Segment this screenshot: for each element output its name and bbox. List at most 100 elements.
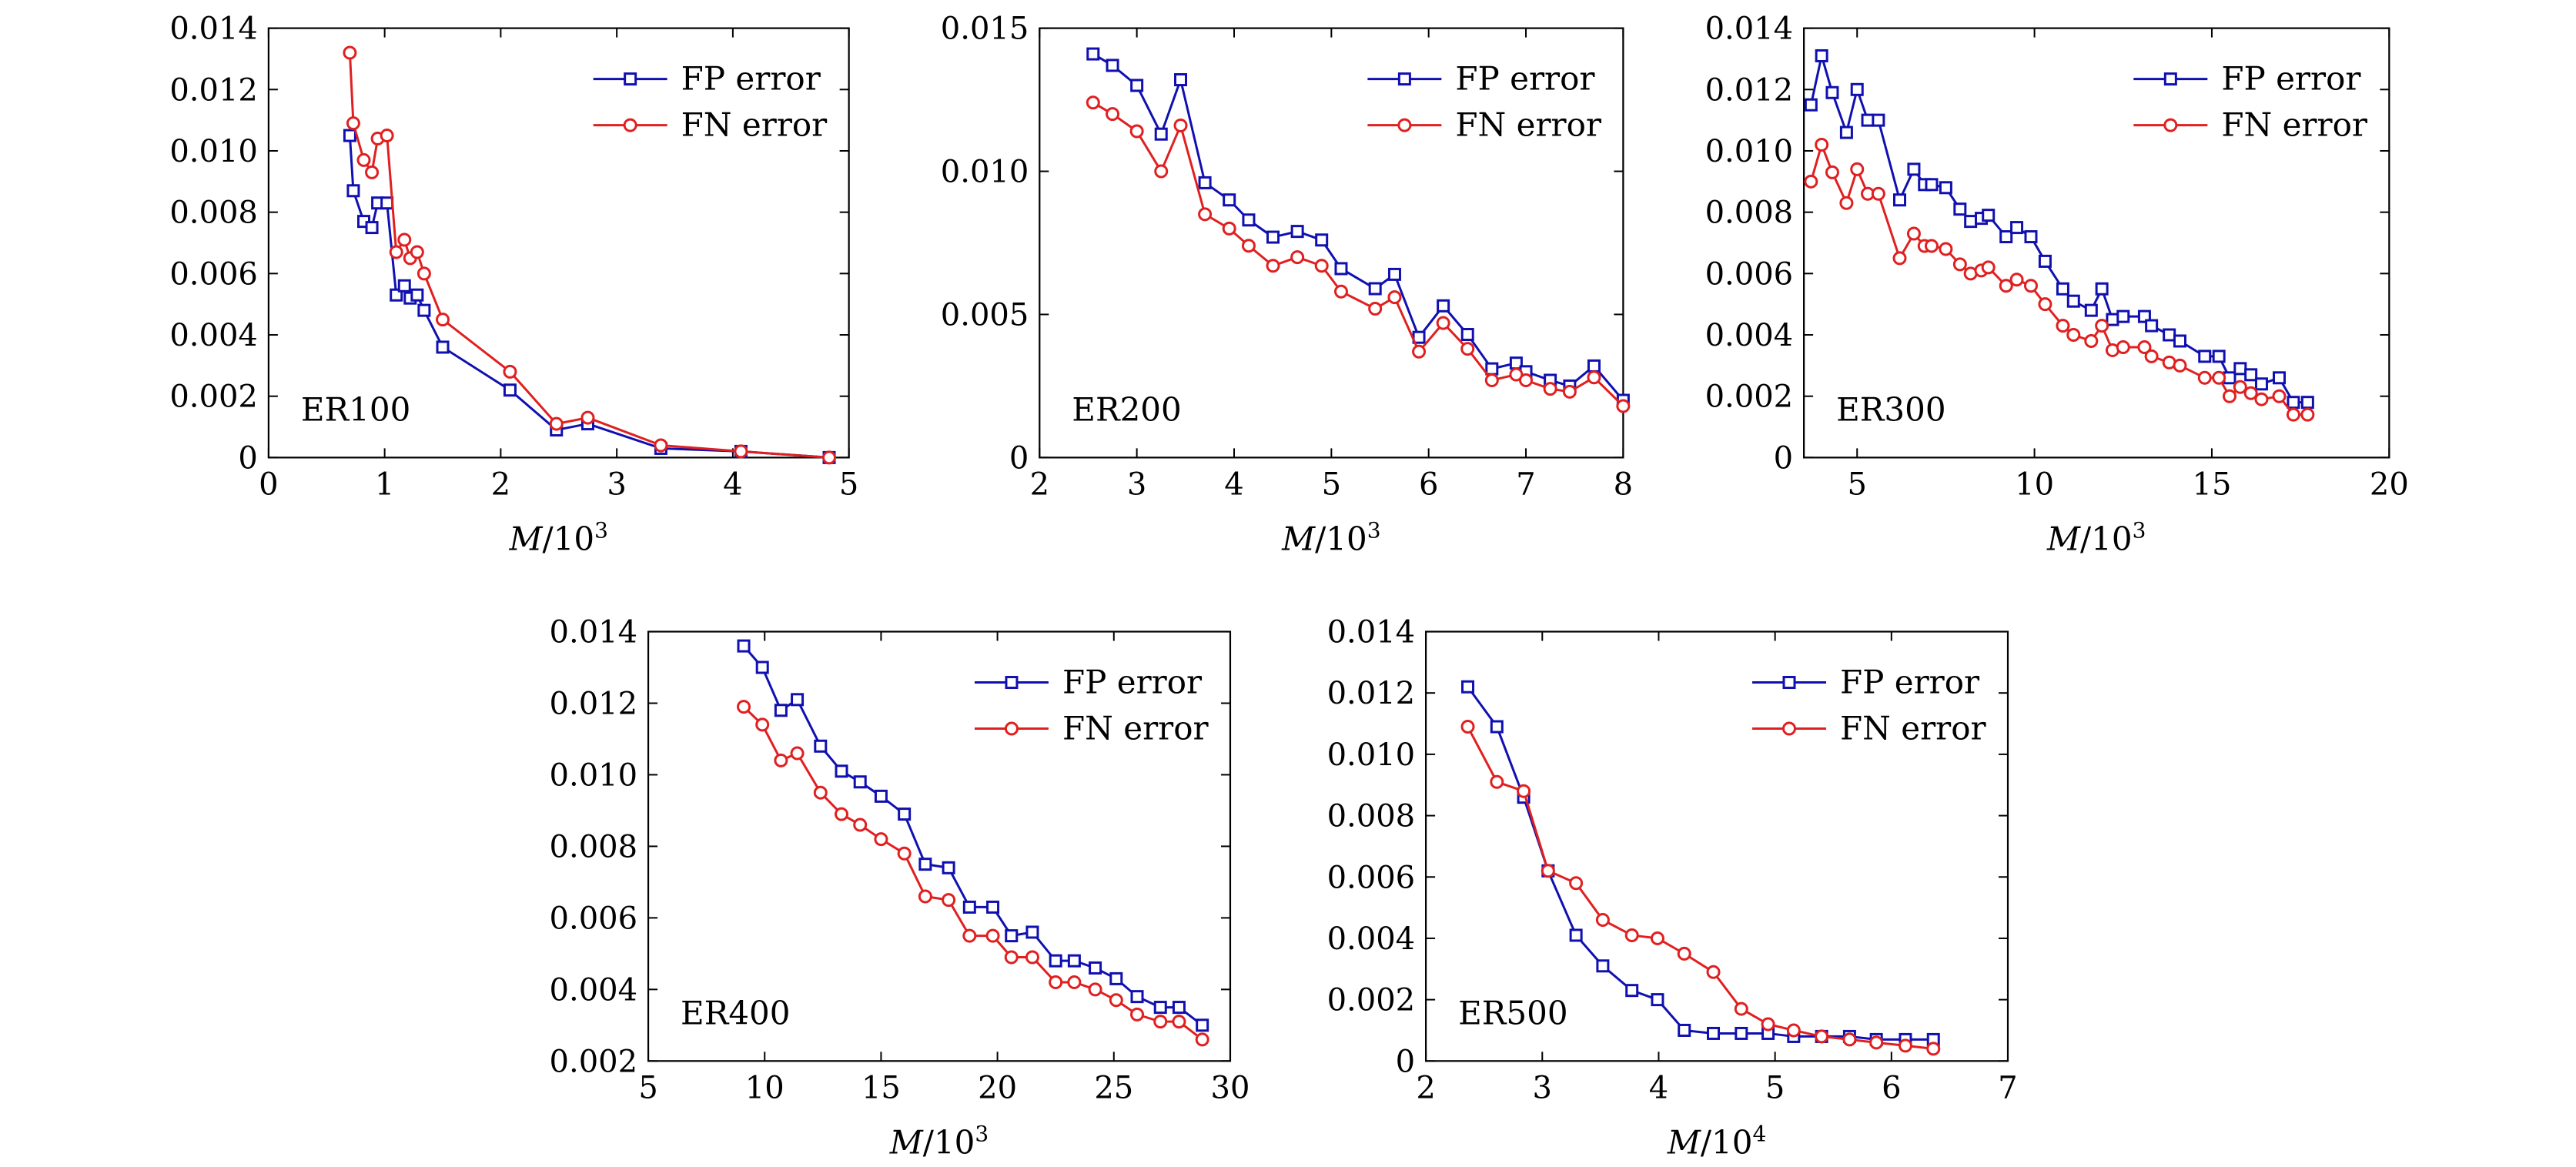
data-point-fn <box>1595 913 1610 928</box>
y-tick-label: 0.008 <box>1705 196 1794 231</box>
data-point-fp <box>503 383 517 397</box>
legend-label: FN error <box>2221 106 2368 144</box>
panel-annotation: ER400 <box>681 994 790 1032</box>
y-tick-label: 0.014 <box>550 615 638 650</box>
data-point-fn <box>1815 138 1829 152</box>
x-tick-label: 30 <box>1211 1070 1250 1105</box>
data-point-fp <box>1334 262 1348 276</box>
data-point-fp <box>417 303 431 317</box>
y-tick-label: 0.004 <box>550 972 638 1008</box>
panel-annotation: ER100 <box>301 390 410 428</box>
y-tick-label: 0.012 <box>1705 72 1794 108</box>
data-point-fn <box>2095 319 2109 333</box>
legend-label: FP error <box>681 60 821 98</box>
data-point-fn <box>2137 339 2152 354</box>
data-point-fn <box>1825 165 1839 179</box>
data-point-fn <box>1106 107 1120 122</box>
data-point-fn <box>1333 284 1348 299</box>
data-point-fn <box>1412 344 1427 359</box>
x-tick-label: 6 <box>1882 1070 1901 1105</box>
data-point-fn <box>1153 1015 1168 1029</box>
y-tick-label: 0.010 <box>1705 134 1794 169</box>
data-point-fp <box>1106 59 1119 72</box>
data-point-fn <box>1067 975 1082 990</box>
x-axis-label-var: M <box>2046 520 2081 557</box>
legend-label: FP error <box>1840 664 1980 701</box>
data-point-fn <box>1130 1007 1145 1022</box>
legend-label: FP error <box>2221 60 2361 98</box>
series-line-fp <box>742 645 1203 1027</box>
x-axis-label-base: /10 <box>1701 1123 1753 1161</box>
data-point-fn <box>1569 876 1584 891</box>
data-point-fn <box>2272 389 2287 403</box>
data-point-fp <box>2287 396 2300 410</box>
x-axis-label: M/103 <box>889 1121 989 1161</box>
data-point-fn <box>1049 975 1063 990</box>
x-tick-label: 15 <box>861 1070 901 1105</box>
x-tick-label: 0 <box>259 466 278 502</box>
x-axis-label-var: M <box>509 520 544 557</box>
x-tick-label: 8 <box>1614 466 1633 502</box>
data-point-fn <box>580 410 595 425</box>
data-point-fp <box>436 340 450 354</box>
legend-marker <box>1782 721 1797 736</box>
y-tick-label: 0.008 <box>550 829 638 864</box>
x-axis-label-var: M <box>889 1123 924 1161</box>
x-tick-label: 4 <box>1224 466 1243 502</box>
y-tick-label: 0.002 <box>550 1044 638 1079</box>
y-tick-label: 0.006 <box>550 901 638 936</box>
data-point-fp <box>1153 1001 1167 1015</box>
x-axis-label-base: /10 <box>2080 520 2133 557</box>
data-point-fp <box>1804 98 1818 112</box>
data-point-fn <box>1839 196 1854 210</box>
data-point-fn <box>1086 95 1100 110</box>
y-tick-label: 0.014 <box>1705 12 1794 47</box>
data-point-fp <box>2212 349 2226 363</box>
legend-label: FN error <box>1455 106 1602 144</box>
x-tick-label: 20 <box>2370 466 2409 502</box>
data-point-fp <box>2173 334 2187 348</box>
data-point-fp <box>1368 282 1382 296</box>
y-tick-label: 0.015 <box>941 12 1029 47</box>
data-point-fp <box>1893 193 1907 207</box>
data-point-fn <box>774 753 788 767</box>
data-point-fp <box>898 808 912 821</box>
data-point-fp <box>1130 990 1144 1004</box>
data-point-fp <box>1735 1026 1748 1040</box>
data-point-fp <box>2163 328 2176 342</box>
y-tick-label: 0.010 <box>550 757 638 793</box>
data-point-fp <box>1964 215 1978 229</box>
data-point-fp <box>1172 1001 1186 1015</box>
y-tick-label: 0.002 <box>1705 380 1794 415</box>
data-point-fn <box>1290 250 1305 265</box>
data-point-fn <box>2223 389 2237 403</box>
x-axis-label-var: M <box>1281 520 1316 557</box>
y-tick-label: 0.004 <box>169 318 258 353</box>
data-point-fn <box>1004 950 1019 965</box>
y-tick-label: 0.010 <box>941 155 1029 190</box>
data-point-fn <box>2212 370 2226 385</box>
x-tick-label: 3 <box>1127 466 1146 502</box>
data-point-fp <box>737 639 751 653</box>
data-point-fn <box>365 165 380 179</box>
x-tick-label: 4 <box>723 466 742 502</box>
y-tick-label: 0.010 <box>169 134 258 169</box>
data-point-fn <box>874 832 888 847</box>
data-point-fp <box>1049 954 1062 968</box>
x-tick-label: 1 <box>375 466 394 502</box>
series-line-fn <box>742 706 1203 1041</box>
legend-marker <box>1397 72 1411 86</box>
panel-annotation: ER300 <box>1836 390 1945 428</box>
y-tick-label: 0 <box>1009 440 1029 476</box>
y-tick-label: 0.004 <box>1327 921 1416 957</box>
panel-annotation: ER200 <box>1072 390 1181 428</box>
y-tick-label: 0.008 <box>1327 799 1416 834</box>
data-point-fp <box>1907 162 1921 176</box>
data-point-fn <box>397 232 412 247</box>
data-point-fp <box>1596 959 1610 973</box>
x-axis-label-base: /10 <box>1315 520 1367 557</box>
chart-panel-3: 5 10 15 20 0 0.002 0.004 0.006 0.008 0.010 0.012 0.… <box>1705 12 2409 558</box>
data-point-fn <box>737 700 751 714</box>
x-tick-label: 15 <box>2193 466 2232 502</box>
